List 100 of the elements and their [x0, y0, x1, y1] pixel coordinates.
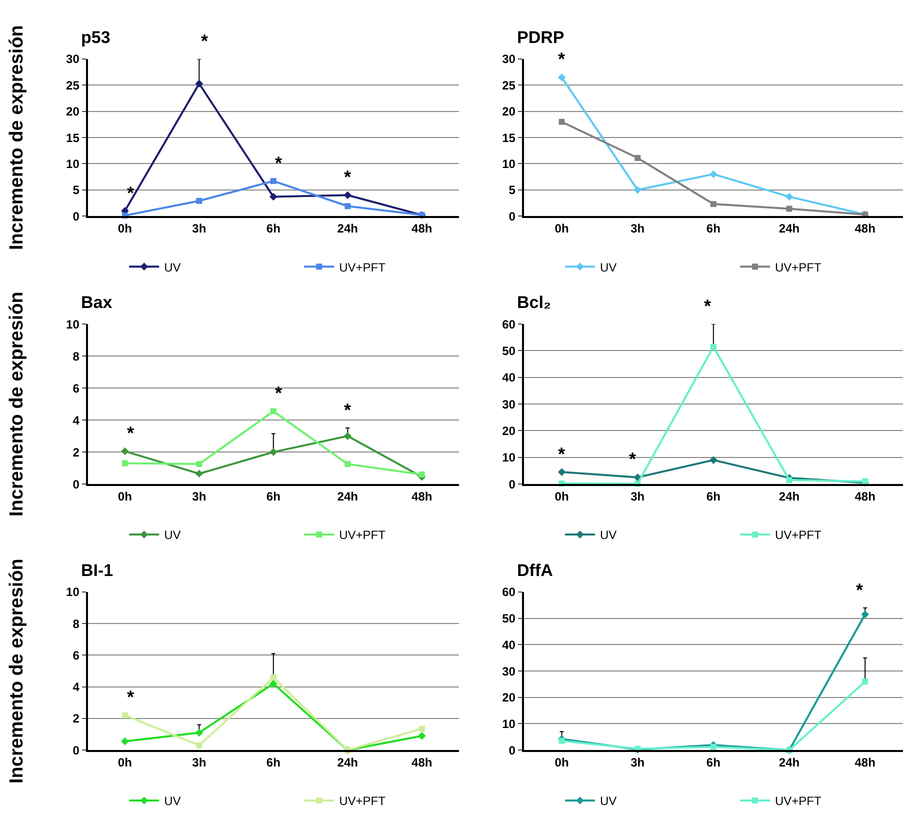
- y-tick-label: 10: [66, 317, 80, 332]
- annotation: *: [127, 423, 134, 443]
- x-tick-label: 0h: [118, 489, 132, 504]
- legend-label: UV+PFT: [339, 794, 386, 808]
- y-tick-label: 5: [72, 183, 80, 198]
- x-tick-label: 3h: [630, 221, 645, 236]
- y-tick-label: 50: [502, 344, 516, 358]
- x-tick-label: 48h: [854, 755, 876, 770]
- x-tick-label: 24h: [778, 489, 800, 504]
- annotation: *: [127, 687, 134, 707]
- legend-label: UV: [600, 794, 617, 808]
- x-tick-label: 24h: [337, 221, 358, 236]
- chart-title: PDRP: [517, 28, 564, 47]
- y-tick-label: 0: [72, 743, 80, 758]
- x-tick-label: 6h: [706, 489, 720, 504]
- x-tick-label: 48h: [854, 489, 876, 504]
- legend-label: UV+PFT: [775, 260, 822, 274]
- annotation: *: [558, 49, 566, 69]
- x-tick-label: 0h: [554, 755, 569, 770]
- y-tick-label: 10: [66, 585, 80, 600]
- legend-label: UV+PFT: [339, 260, 386, 274]
- y-tick-label: 15: [502, 130, 516, 145]
- x-tick-label: 48h: [412, 489, 432, 504]
- y-tick-label: 5: [508, 183, 516, 198]
- x-tick-label: 3h: [630, 755, 645, 770]
- x-tick-label: 6h: [266, 755, 280, 770]
- y-tick-label: 0: [508, 209, 516, 224]
- annotation: *: [275, 383, 282, 403]
- legend-label: UV: [600, 528, 617, 542]
- y-tick-label: 2: [72, 445, 80, 460]
- annotation: *: [127, 183, 134, 203]
- y-tick-label: 0: [508, 743, 516, 758]
- y-tick-label: 30: [66, 52, 80, 66]
- y-tick-label: 15: [66, 130, 80, 145]
- y-tick-label: 0: [508, 477, 516, 492]
- y-tick-label: 6: [72, 381, 80, 396]
- x-tick-label: 3h: [630, 489, 645, 504]
- y-tick-label: 10: [502, 450, 516, 465]
- x-tick-label: 24h: [778, 755, 800, 770]
- x-tick-label: 6h: [266, 489, 280, 504]
- y-tick-label: 20: [502, 690, 516, 705]
- y-tick-label: 60: [502, 317, 516, 332]
- legend-label: UV+PFT: [775, 794, 822, 808]
- x-tick-label: 6h: [706, 755, 720, 770]
- annotation: *: [704, 296, 712, 316]
- y-tick-label: 10: [502, 716, 516, 731]
- annotation: *: [629, 449, 636, 469]
- y-tick-label: 8: [72, 616, 80, 631]
- x-tick-label: 0h: [118, 755, 132, 770]
- annotation: *: [558, 444, 566, 464]
- y-tick-label: 30: [502, 664, 516, 678]
- y-tick-label: 25: [502, 78, 516, 92]
- chart-title: BI-1: [81, 561, 114, 580]
- legend-label: UV+PFT: [775, 528, 822, 542]
- annotation: *: [856, 580, 864, 600]
- y-tick-label: 2: [72, 712, 80, 726]
- y-tick-label: 40: [502, 370, 516, 385]
- chart-title: Bcl₂: [517, 293, 552, 312]
- x-tick-label: 0h: [554, 489, 569, 504]
- y-tick-label: 20: [66, 104, 80, 119]
- y-axis-title: Incremento de expresión: [6, 292, 28, 517]
- x-tick-label: 3h: [192, 489, 206, 504]
- chart-title: p53: [81, 28, 110, 47]
- x-tick-label: 3h: [192, 755, 206, 770]
- x-tick-label: 6h: [266, 221, 280, 236]
- y-axis-title: Incremento de expresión: [6, 25, 28, 250]
- legend-label: UV+PFT: [339, 528, 386, 542]
- annotation: *: [344, 400, 352, 420]
- chart-title: DffA: [517, 561, 553, 580]
- legend-label: UV: [164, 260, 181, 274]
- x-tick-label: 6h: [706, 221, 720, 236]
- y-tick-label: 10: [66, 156, 80, 171]
- x-tick-label: 3h: [192, 221, 206, 236]
- y-axis-title: Incremento de expresión: [6, 558, 28, 784]
- y-tick-label: 25: [66, 78, 80, 92]
- x-tick-label: 24h: [778, 221, 800, 236]
- y-tick-label: 40: [502, 638, 516, 652]
- y-tick-label: 60: [502, 585, 516, 600]
- x-tick-label: 24h: [337, 489, 358, 504]
- x-tick-label: 0h: [118, 221, 132, 236]
- annotation: *: [344, 167, 352, 187]
- y-tick-label: 8: [72, 349, 80, 364]
- chart-title: Bax: [81, 293, 113, 312]
- annotation: *: [275, 153, 282, 173]
- x-tick-label: 0h: [554, 221, 569, 236]
- annotation: *: [201, 31, 208, 51]
- x-tick-label: 48h: [412, 221, 432, 236]
- x-tick-label: 48h: [412, 755, 432, 770]
- y-tick-label: 50: [502, 612, 516, 626]
- y-tick-label: 0: [72, 477, 80, 492]
- x-tick-label: 24h: [337, 755, 358, 770]
- x-tick-label: 48h: [854, 221, 876, 236]
- y-tick-label: 20: [502, 424, 516, 438]
- y-tick-label: 6: [72, 648, 80, 662]
- legend-label: UV: [164, 794, 181, 808]
- y-tick-label: 30: [502, 52, 516, 66]
- legend-label: UV: [164, 528, 181, 542]
- y-tick-label: 20: [502, 104, 516, 119]
- y-tick-label: 4: [72, 680, 80, 694]
- y-tick-label: 10: [502, 156, 516, 171]
